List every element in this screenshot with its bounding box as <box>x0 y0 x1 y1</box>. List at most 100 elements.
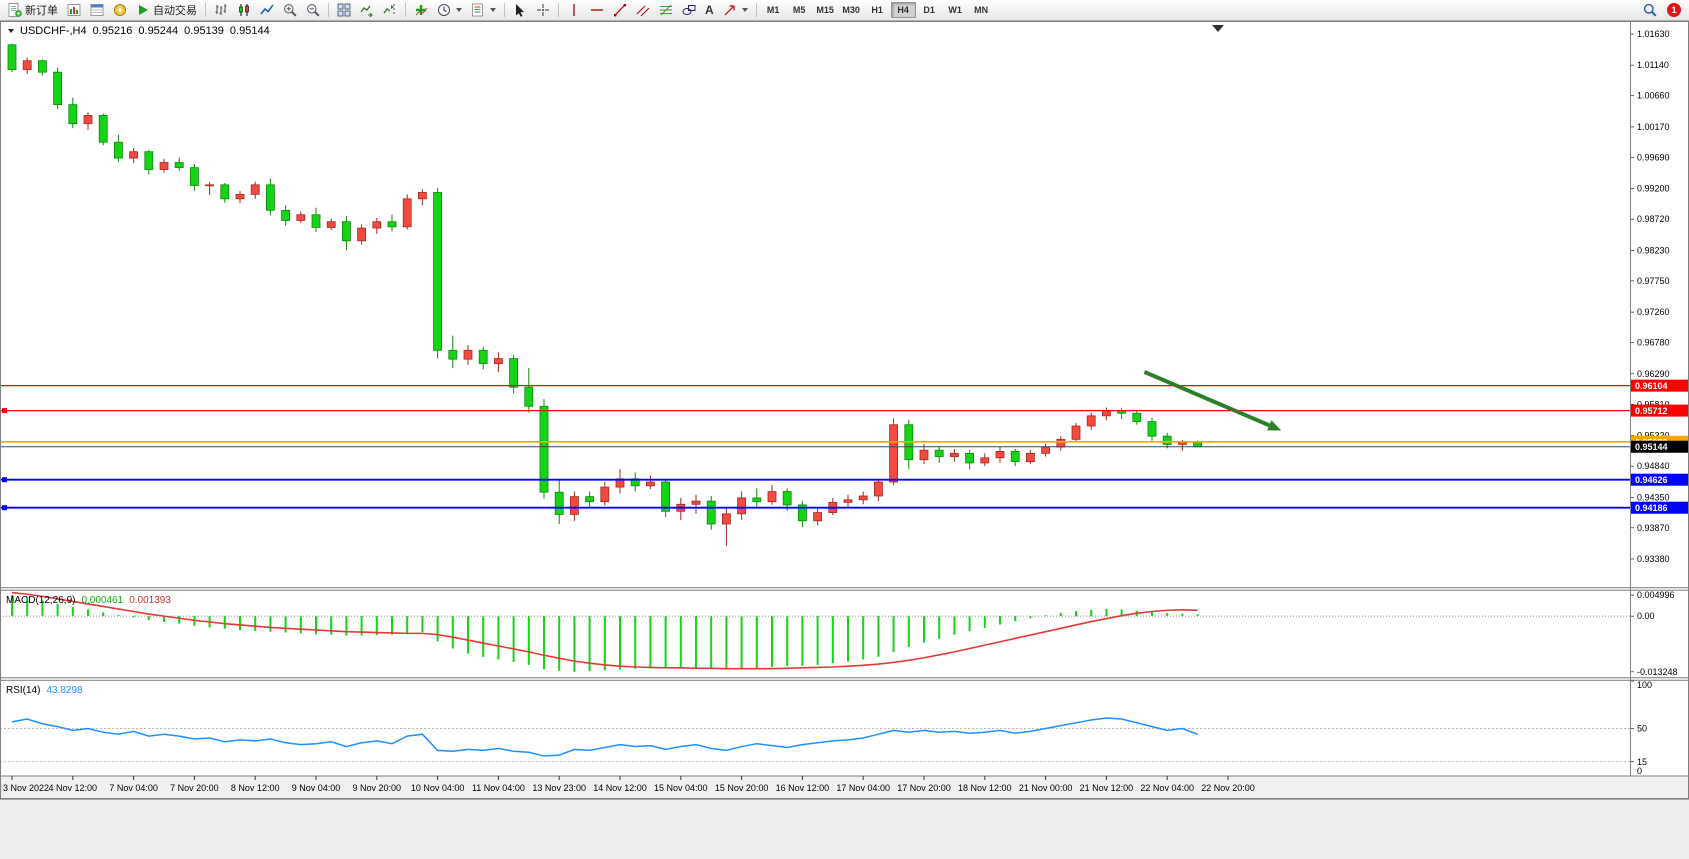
vertical-line-button[interactable] <box>563 1 585 19</box>
chevron-down-icon <box>456 8 462 12</box>
svg-text:0.97750: 0.97750 <box>1637 276 1670 286</box>
tile-windows-button[interactable] <box>333 1 355 19</box>
chart-shift-button[interactable] <box>379 1 401 19</box>
svg-text:15: 15 <box>1637 757 1647 767</box>
crosshair-icon <box>537 4 549 16</box>
pane-divider[interactable] <box>0 587 1689 591</box>
line-chart-icon <box>260 4 274 15</box>
svg-text:14 Nov 12:00: 14 Nov 12:00 <box>593 783 647 793</box>
current-price-label <box>1630 440 1689 453</box>
search-icon <box>1643 3 1657 17</box>
svg-text:0.94350: 0.94350 <box>1637 492 1670 502</box>
timeframe-d1-button[interactable]: D1 <box>917 2 942 18</box>
bar-chart-button[interactable] <box>210 1 232 19</box>
svg-text:0.96104: 0.96104 <box>1635 381 1668 391</box>
indicators-button[interactable] <box>410 1 432 19</box>
line-chart-button[interactable] <box>256 1 278 19</box>
svg-text:0.98720: 0.98720 <box>1637 214 1670 224</box>
chevron-down-icon <box>490 8 496 12</box>
svg-text:10 Nov 04:00: 10 Nov 04:00 <box>411 783 465 793</box>
fibonacci-button[interactable] <box>655 1 677 19</box>
svg-text:13 Nov 23:00: 13 Nov 23:00 <box>532 783 586 793</box>
timeframe-w1-button[interactable]: W1 <box>943 2 968 18</box>
clock-icon <box>438 4 450 16</box>
svg-text:22 Nov 04:00: 22 Nov 04:00 <box>1140 783 1194 793</box>
trendline-button[interactable] <box>609 1 631 19</box>
timeframe-m15-button[interactable]: M15 <box>813 2 838 18</box>
horizontal-line-0.94626[interactable]: 0.94626 <box>0 473 1689 486</box>
channel-button[interactable] <box>632 1 654 19</box>
zoom-out-button[interactable] <box>302 1 324 19</box>
svg-text:1.01630: 1.01630 <box>1637 29 1670 39</box>
arrow-tool-icon <box>724 5 735 16</box>
timeframe-m5-button[interactable]: M5 <box>787 2 812 18</box>
price-axis[interactable]: 1.01630 1.01140 1.00660 1.00170 0.99690 0.992… <box>1630 29 1670 564</box>
templates-icon <box>472 3 483 17</box>
toolbar-separator <box>328 3 329 17</box>
text-tool-button[interactable]: A <box>701 1 718 19</box>
svg-text:1.01140: 1.01140 <box>1637 60 1669 70</box>
new-order-button[interactable]: 新订单 <box>4 1 62 19</box>
svg-text:0.98230: 0.98230 <box>1637 245 1670 255</box>
current-price-line: 0.95144 <box>0 440 1689 453</box>
timeframe-h4-button[interactable]: H4 <box>890 2 916 18</box>
svg-text:1.00170: 1.00170 <box>1637 122 1670 132</box>
svg-text:0.93380: 0.93380 <box>1637 554 1670 564</box>
bar-chart-icon <box>215 4 227 15</box>
market-watch-button[interactable] <box>63 1 85 19</box>
chevron-down-icon <box>741 8 748 12</box>
svg-text:0.94840: 0.94840 <box>1637 461 1670 471</box>
periods-button[interactable] <box>433 1 466 19</box>
zoom-in-icon <box>284 4 297 17</box>
svg-text:8 Nov 12:00: 8 Nov 12:00 <box>231 783 280 793</box>
timeframe-mn-button[interactable]: MN <box>969 2 994 18</box>
crosshair-button[interactable] <box>532 1 554 19</box>
svg-text:9 Nov 04:00: 9 Nov 04:00 <box>292 783 341 793</box>
zoom-in-button[interactable] <box>279 1 301 19</box>
cursor-button[interactable] <box>509 1 531 19</box>
fibonacci-icon <box>660 4 672 16</box>
svg-text:100: 100 <box>1637 680 1652 690</box>
shapes-button[interactable] <box>678 1 700 19</box>
timeframe-m30-button[interactable]: M30 <box>839 2 864 18</box>
text-tool-icon: A <box>705 3 714 17</box>
navigator-button[interactable] <box>109 1 131 19</box>
equidistant-channel-icon <box>636 5 650 17</box>
pane-divider[interactable] <box>0 677 1689 681</box>
horizontal-line-button[interactable] <box>586 1 608 19</box>
svg-text:0.95320: 0.95320 <box>1637 431 1670 441</box>
svg-text:4 Nov 12:00: 4 Nov 12:00 <box>49 783 98 793</box>
auto-trading-button[interactable]: 自动交易 <box>132 1 201 19</box>
svg-text:11 Nov 04:00: 11 Nov 04:00 <box>472 783 525 793</box>
chart-window: 1.01630 1.01140 1.00660 1.00170 0.99690 0.992… <box>0 21 1689 799</box>
horizontal-line-0.95712[interactable]: 0.95712 <box>0 404 1689 417</box>
svg-text:0.95144: 0.95144 <box>1635 442 1668 452</box>
candlestick-chart-button[interactable] <box>233 1 255 19</box>
svg-text:15 Nov 04:00: 15 Nov 04:00 <box>654 783 708 793</box>
trend-arrow[interactable] <box>1143 370 1282 431</box>
timeframe-m1-button[interactable]: M1 <box>761 2 786 18</box>
auto-scroll-button[interactable] <box>356 1 378 19</box>
cursor-icon <box>516 4 524 17</box>
arrows-tool-button[interactable] <box>719 1 752 19</box>
timeframe-h1-button[interactable]: H1 <box>865 2 890 18</box>
window-background <box>0 799 1689 859</box>
svg-text:0.004996: 0.004996 <box>1637 590 1675 600</box>
svg-text:0.95810: 0.95810 <box>1637 399 1670 409</box>
new-order-label: 新订单 <box>25 5 58 17</box>
horizontal-line-0.94186[interactable]: 0.94186 <box>0 501 1689 514</box>
notification-badge[interactable]: 1 <box>1667 3 1681 17</box>
chart-shift-marker[interactable] <box>1212 25 1224 32</box>
time-axis[interactable]: 3 Nov 2022 4 Nov 12:00 7 Nov 04:00 7 Nov 20… <box>0 775 1689 793</box>
search-button[interactable] <box>1639 1 1661 19</box>
svg-text:0.96780: 0.96780 <box>1637 338 1670 348</box>
svg-text:0.95712: 0.95712 <box>1635 406 1668 416</box>
toolbar-separator <box>205 3 206 17</box>
data-window-button[interactable] <box>86 1 108 19</box>
horizontal-line-0.96104[interactable]: 0.96104 <box>0 379 1689 392</box>
svg-text:0.94626: 0.94626 <box>1635 475 1668 485</box>
svg-text:0.99690: 0.99690 <box>1637 152 1670 162</box>
vertical-line-icon <box>573 4 575 16</box>
svg-text:0.97260: 0.97260 <box>1637 307 1670 317</box>
templates-button[interactable] <box>467 1 500 19</box>
